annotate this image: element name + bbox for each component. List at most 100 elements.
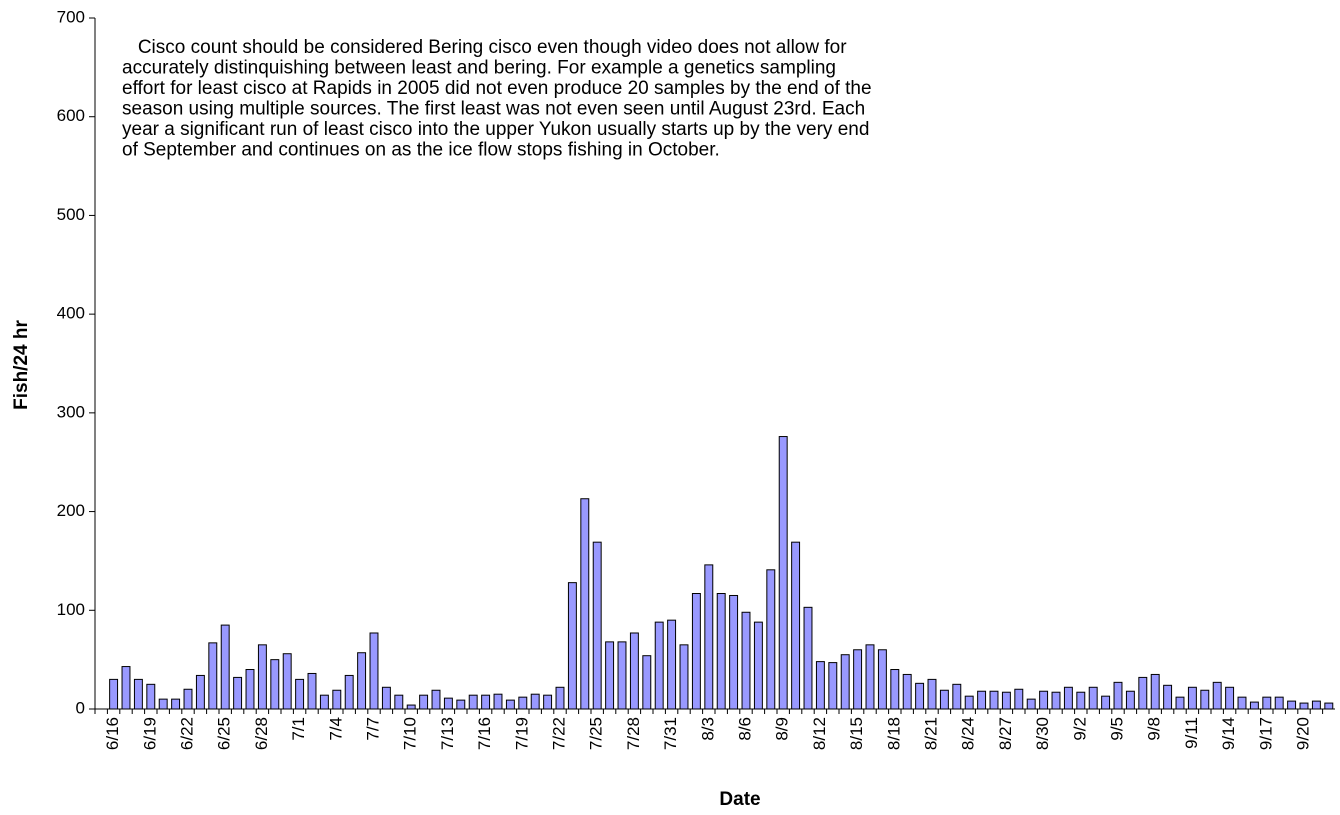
bar [208,642,218,710]
bar [406,704,416,710]
bar [295,678,305,710]
y-tick-label: 100 [57,600,85,619]
bar [1311,700,1321,710]
x-tick-label: 8/6 [735,717,754,741]
bar [964,695,974,710]
x-tick-label: 7/1 [289,717,308,741]
y-tick-label: 400 [57,304,85,323]
bar [865,644,875,710]
bar [1026,698,1036,710]
bar [1324,702,1334,710]
x-tick-label: 9/14 [1219,717,1238,750]
annotation: season using multiple sources. The first… [122,99,865,120]
bar [977,690,987,710]
bar [1225,686,1235,710]
x-tick-label: 7/10 [401,717,420,750]
bar [617,641,627,710]
bar [1001,691,1011,710]
bar [716,593,726,710]
annotation: effort for least cisco at Rapids in 2005… [122,78,872,99]
annotation: accurately distinquishing between least … [122,58,836,79]
x-tick-label: 7/28 [624,717,643,750]
bar [344,674,354,710]
y-tick-label: 600 [57,106,85,125]
bar [121,666,131,710]
x-tick-label: 8/30 [1033,717,1052,750]
bar [803,606,813,710]
bar [431,689,441,710]
bar [667,619,677,710]
bar [282,653,292,710]
x-tick-label: 9/11 [1182,717,1201,749]
bar [109,678,119,710]
bar [369,632,379,710]
bar [1113,681,1123,710]
bar [357,652,367,710]
bar [592,541,602,710]
bar [220,624,230,710]
x-tick-label: 8/21 [921,717,940,750]
bar [1125,690,1135,710]
x-tick-label: 7/13 [438,717,457,750]
bar [1175,696,1185,710]
x-tick-label: 7/22 [549,717,568,750]
bar [505,699,515,710]
bar [1051,691,1061,710]
x-tick-label: 7/19 [512,717,531,750]
x-tick-label: 9/2 [1070,717,1089,741]
bar [989,690,999,710]
x-tick-label: 8/12 [810,717,829,750]
bar [815,661,825,710]
bar [654,621,664,710]
x-tick-label: 8/18 [884,717,903,750]
bar [307,672,317,710]
bar [791,541,801,710]
bar [890,669,900,710]
annotation: of September and continues on as the ice… [122,140,720,161]
bar [171,698,181,710]
bar [456,699,466,710]
bar [1262,696,1272,710]
bar [877,649,887,710]
x-tick-label: 6/16 [103,717,122,750]
bar [245,669,255,710]
x-tick-label: 8/9 [773,717,792,741]
bar [927,678,937,710]
y-tick-label: 200 [57,501,85,520]
bar [183,688,193,710]
bar [257,644,267,710]
y-tick-label: 700 [57,7,85,26]
bar [493,693,503,710]
bar [443,697,453,710]
x-tick-label: 7/31 [661,717,680,750]
bar [952,683,962,710]
x-tick-label: 7/7 [363,717,382,741]
annotation: Cisco count should be considered Bering … [122,37,847,58]
bar [1039,690,1049,710]
bar [629,632,639,710]
bar [555,686,565,710]
x-tick-label: 8/27 [996,717,1015,750]
bar [270,659,280,710]
bar [133,678,143,710]
bar [518,696,528,710]
bar [741,611,751,710]
x-tick-label: 7/25 [587,717,606,750]
bar [828,662,838,710]
x-tick-label: 6/28 [252,717,271,750]
bar [158,698,168,710]
x-tick-label: 8/24 [959,717,978,750]
bar [939,689,949,710]
y-tick-label: 300 [57,402,85,421]
bar [1200,689,1210,710]
bar [605,641,615,710]
bar [840,654,850,710]
bar [1063,686,1073,710]
bar [915,682,925,710]
bar [853,649,863,710]
x-tick-label: 6/22 [177,717,196,750]
x-tick-label: 7/4 [326,717,345,741]
x-tick-label: 8/3 [698,717,717,741]
y-tick-label: 500 [57,205,85,224]
